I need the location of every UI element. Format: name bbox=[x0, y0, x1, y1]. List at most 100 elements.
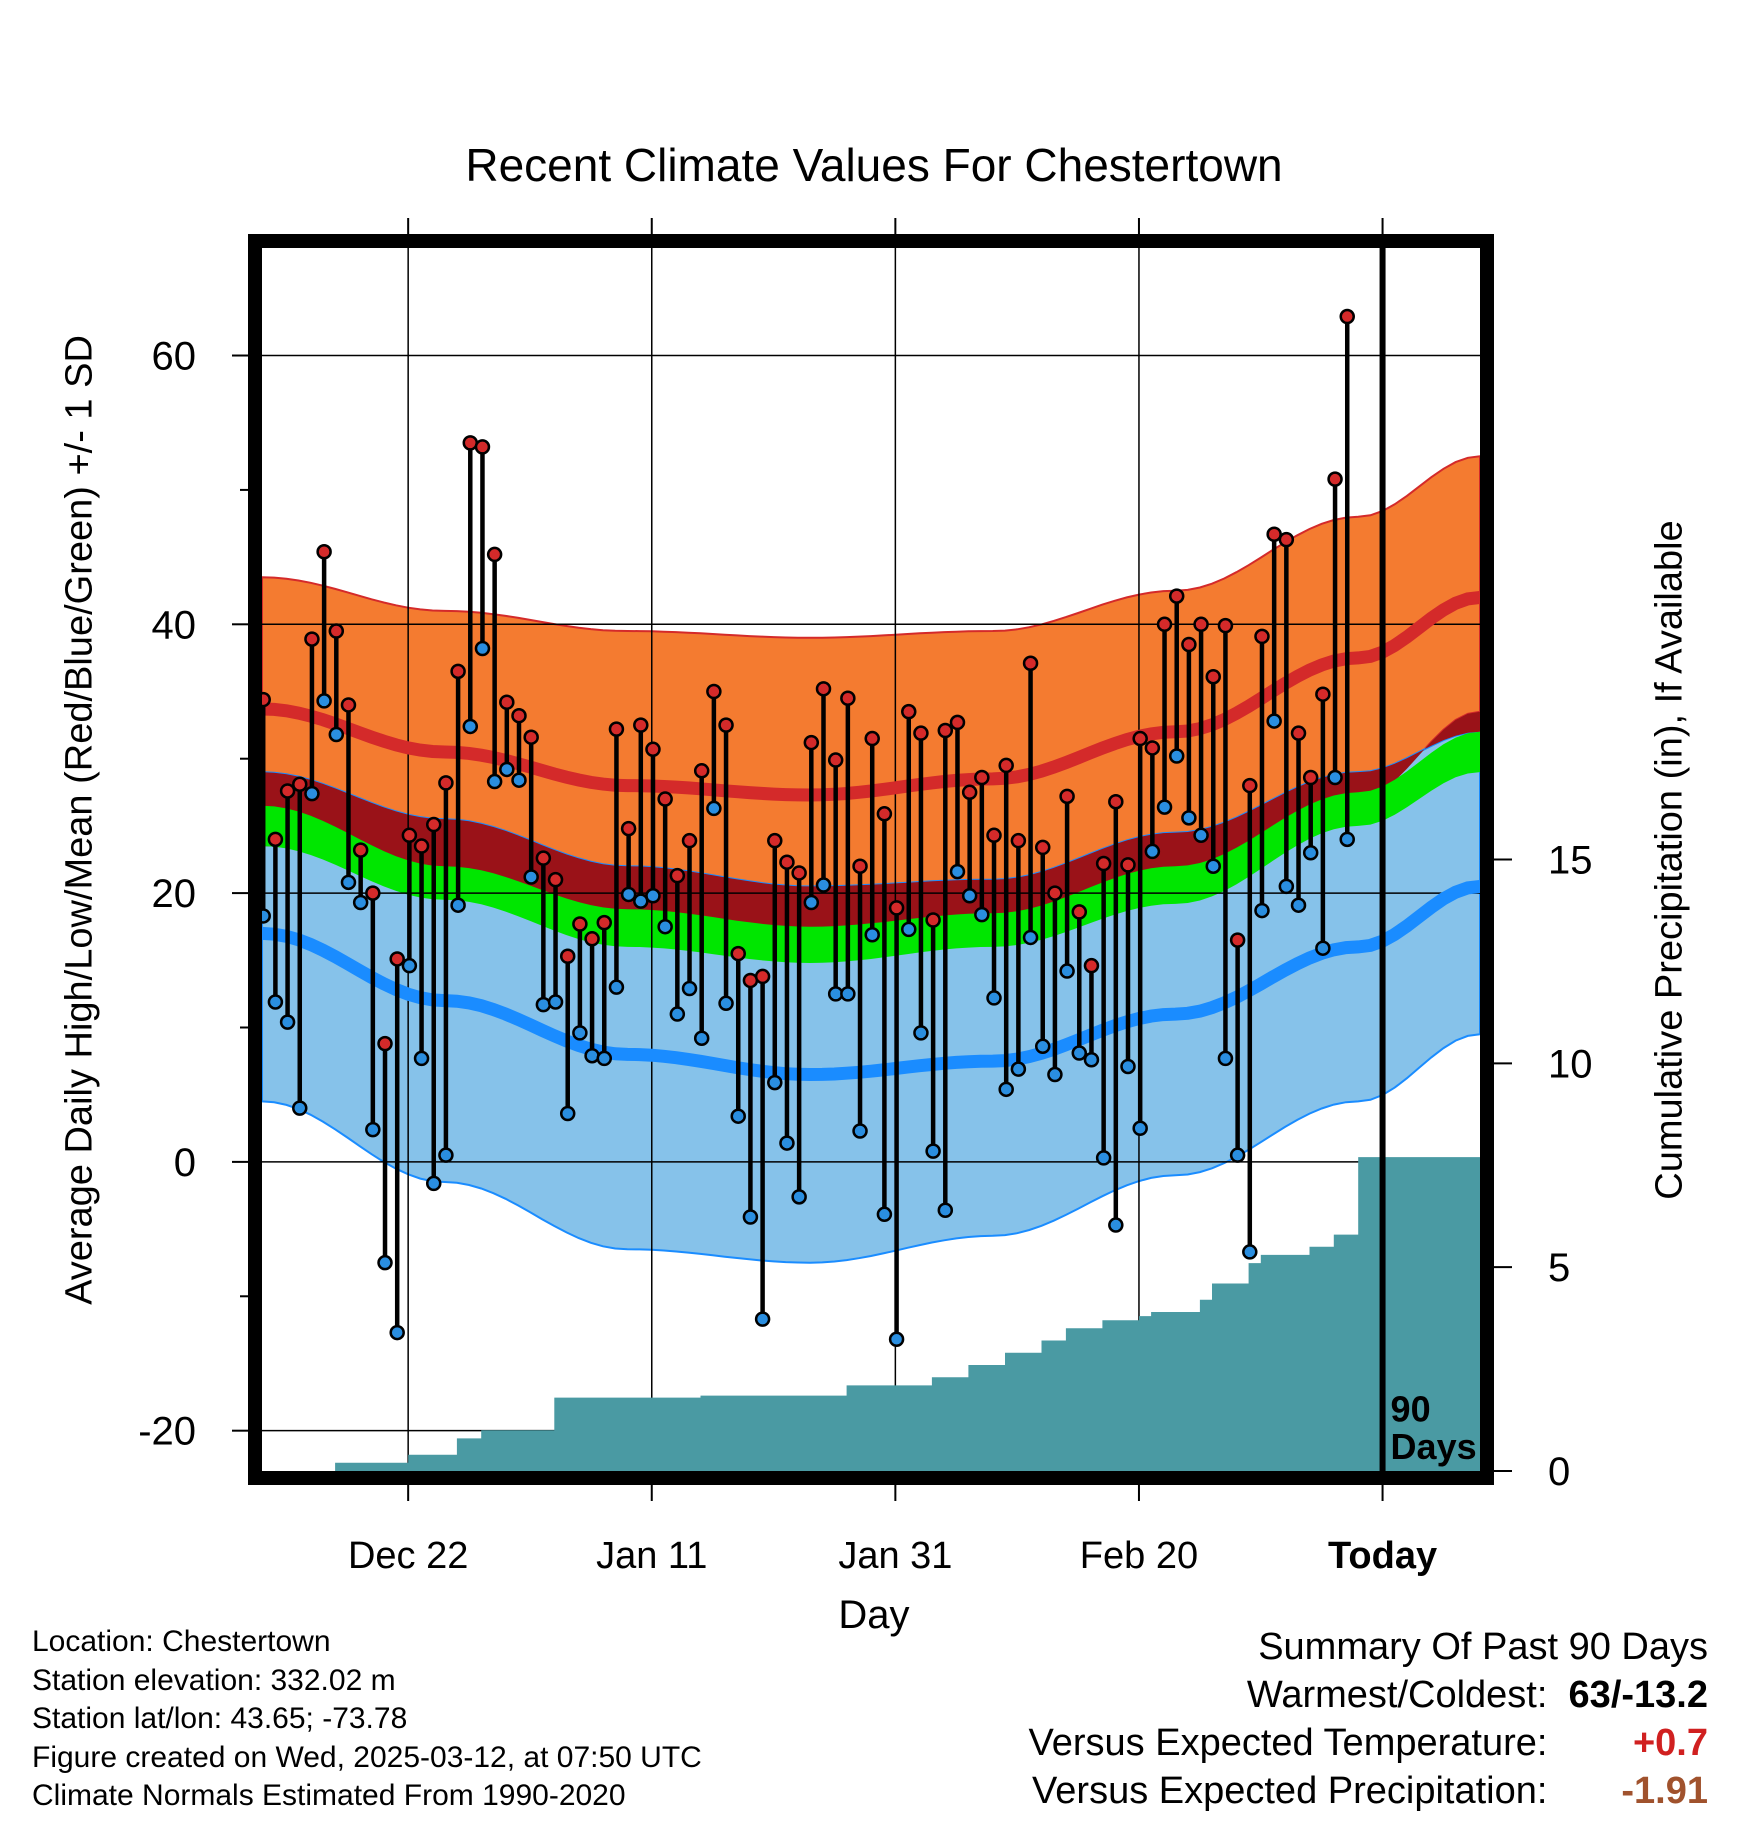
high-point bbox=[888, 900, 905, 916]
high-point bbox=[998, 757, 1014, 774]
high-point bbox=[1059, 788, 1075, 805]
low-point bbox=[852, 1123, 868, 1139]
low-point bbox=[779, 1135, 795, 1151]
high-point bbox=[1010, 832, 1027, 849]
low-point bbox=[474, 640, 491, 657]
high-point bbox=[474, 439, 491, 455]
period-label-number: 90 bbox=[1391, 1388, 1431, 1429]
low-point bbox=[572, 1025, 588, 1041]
high-point bbox=[876, 806, 893, 822]
normals-text: Climate Normals Estimated From 1990-2020 bbox=[32, 1779, 626, 1812]
high-point bbox=[1022, 655, 1039, 672]
temp-label: Versus Expected Temperature: bbox=[1028, 1722, 1548, 1764]
low-point bbox=[706, 800, 722, 817]
low-point bbox=[1217, 1050, 1234, 1067]
low-point bbox=[949, 863, 966, 880]
mean-band bbox=[262, 731, 1480, 963]
high-point bbox=[535, 850, 552, 866]
high-point bbox=[438, 775, 454, 791]
high-point bbox=[1156, 616, 1173, 633]
high-point bbox=[572, 916, 588, 932]
low-point bbox=[486, 773, 503, 790]
low-point bbox=[1010, 1061, 1027, 1077]
y2-tick-label: 5 bbox=[1548, 1246, 1570, 1290]
high-point bbox=[1168, 588, 1185, 604]
low-point bbox=[462, 718, 479, 735]
low-point bbox=[1205, 858, 1222, 874]
high-point bbox=[1254, 628, 1270, 645]
high-point bbox=[1144, 740, 1161, 756]
low-point bbox=[596, 1050, 613, 1067]
low-point bbox=[791, 1189, 807, 1205]
low-point bbox=[1315, 940, 1331, 956]
chart-title: Recent Climate Values For Chestertown bbox=[465, 139, 1283, 191]
high-point bbox=[961, 784, 978, 801]
low-point bbox=[901, 921, 917, 938]
low-point bbox=[1193, 827, 1209, 844]
station-info: Location: Chestertown Station elevation:… bbox=[32, 1623, 702, 1816]
low-point bbox=[1095, 1150, 1112, 1166]
low-point bbox=[1120, 1058, 1136, 1075]
high-point bbox=[1290, 725, 1307, 741]
low-point bbox=[925, 1143, 941, 1159]
high-point bbox=[292, 776, 308, 792]
low-point bbox=[304, 785, 320, 802]
high-point bbox=[365, 885, 381, 901]
low-point bbox=[523, 869, 539, 885]
low-point bbox=[1266, 713, 1282, 729]
high-point bbox=[840, 690, 856, 706]
low-point bbox=[1071, 1045, 1088, 1061]
low-point bbox=[365, 1121, 381, 1138]
low-point bbox=[389, 1324, 405, 1341]
high-point bbox=[1120, 857, 1136, 873]
x-axis-label: Day bbox=[838, 1593, 910, 1637]
high-point bbox=[925, 912, 941, 928]
x-tick-label: Today bbox=[1328, 1535, 1437, 1577]
low-point bbox=[961, 888, 978, 904]
low-point bbox=[511, 772, 527, 788]
high-point bbox=[1095, 855, 1112, 872]
low-point bbox=[535, 996, 552, 1013]
high-point bbox=[401, 827, 418, 844]
high-point bbox=[791, 865, 807, 881]
warmest-value: 63/-13.2 bbox=[1568, 1674, 1708, 1716]
high-point bbox=[499, 694, 515, 711]
high-point bbox=[779, 854, 795, 870]
high-point bbox=[547, 871, 564, 888]
low-point bbox=[840, 986, 856, 1002]
high-point bbox=[1266, 526, 1282, 543]
high-point bbox=[425, 816, 442, 833]
high-point bbox=[1229, 932, 1246, 948]
high-point bbox=[767, 832, 783, 849]
low-point bbox=[913, 1025, 929, 1041]
low-point bbox=[1022, 929, 1039, 946]
low-point bbox=[633, 893, 649, 909]
high-point bbox=[754, 968, 771, 985]
plot-frame bbox=[248, 234, 1494, 1485]
high-point bbox=[974, 769, 990, 786]
high-point bbox=[1108, 793, 1124, 810]
high-point bbox=[1034, 839, 1051, 856]
low-point bbox=[864, 927, 880, 943]
low-point bbox=[1034, 1038, 1051, 1055]
low-normal-line bbox=[262, 879, 1480, 1082]
latlon-text: Station lat/lon: 43.65; -73.78 bbox=[32, 1702, 408, 1735]
warmest-label: Warmest/Coldest: bbox=[1246, 1674, 1548, 1716]
summary-heading: Summary Of Past 90 Days bbox=[1258, 1626, 1708, 1668]
high-point bbox=[706, 683, 722, 700]
low-point bbox=[718, 995, 734, 1012]
high-point bbox=[1315, 686, 1331, 702]
y-tick-label: 20 bbox=[152, 872, 197, 916]
low-point bbox=[1168, 748, 1185, 764]
low-point bbox=[1156, 799, 1173, 815]
high-point bbox=[316, 543, 332, 560]
low-point bbox=[1278, 878, 1295, 895]
high-point bbox=[1047, 885, 1063, 901]
low-point bbox=[645, 888, 661, 904]
low-point bbox=[1181, 810, 1197, 826]
low-point bbox=[352, 894, 369, 911]
high-point bbox=[1193, 616, 1209, 633]
high-point bbox=[523, 729, 539, 745]
low-point bbox=[815, 877, 832, 893]
low-point bbox=[937, 1202, 954, 1219]
